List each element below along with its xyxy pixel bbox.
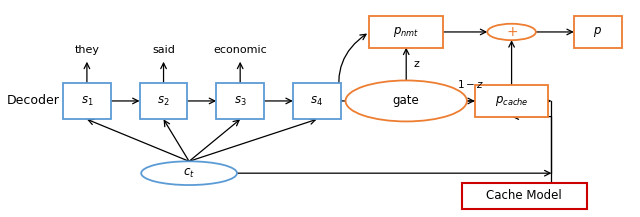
FancyBboxPatch shape <box>140 83 188 119</box>
Text: $p_{cache}$: $p_{cache}$ <box>495 94 529 108</box>
Text: Decoder: Decoder <box>7 94 60 107</box>
Text: $p$: $p$ <box>593 25 602 39</box>
Text: $s_3$: $s_3$ <box>234 94 246 107</box>
FancyBboxPatch shape <box>574 16 621 48</box>
Text: said: said <box>152 45 175 55</box>
FancyBboxPatch shape <box>462 183 587 209</box>
Text: they: they <box>74 45 99 55</box>
Ellipse shape <box>141 161 237 185</box>
Text: $1-z$: $1-z$ <box>458 78 484 90</box>
Text: Cache Model: Cache Model <box>486 189 562 202</box>
Ellipse shape <box>346 81 467 122</box>
Text: z: z <box>414 59 420 69</box>
Text: $c_t$: $c_t$ <box>183 167 195 180</box>
FancyBboxPatch shape <box>369 16 443 48</box>
Text: $s_2$: $s_2$ <box>157 94 170 107</box>
Text: $+$: $+$ <box>506 25 518 39</box>
Text: $s_1$: $s_1$ <box>81 94 93 107</box>
Text: gate: gate <box>393 94 420 107</box>
FancyBboxPatch shape <box>63 83 111 119</box>
FancyBboxPatch shape <box>293 83 340 119</box>
Text: $p_{nmt}$: $p_{nmt}$ <box>393 25 419 39</box>
FancyBboxPatch shape <box>216 83 264 119</box>
Circle shape <box>487 24 536 40</box>
Text: economic: economic <box>213 45 267 55</box>
Text: $s_4$: $s_4$ <box>310 94 323 107</box>
FancyBboxPatch shape <box>475 85 548 117</box>
